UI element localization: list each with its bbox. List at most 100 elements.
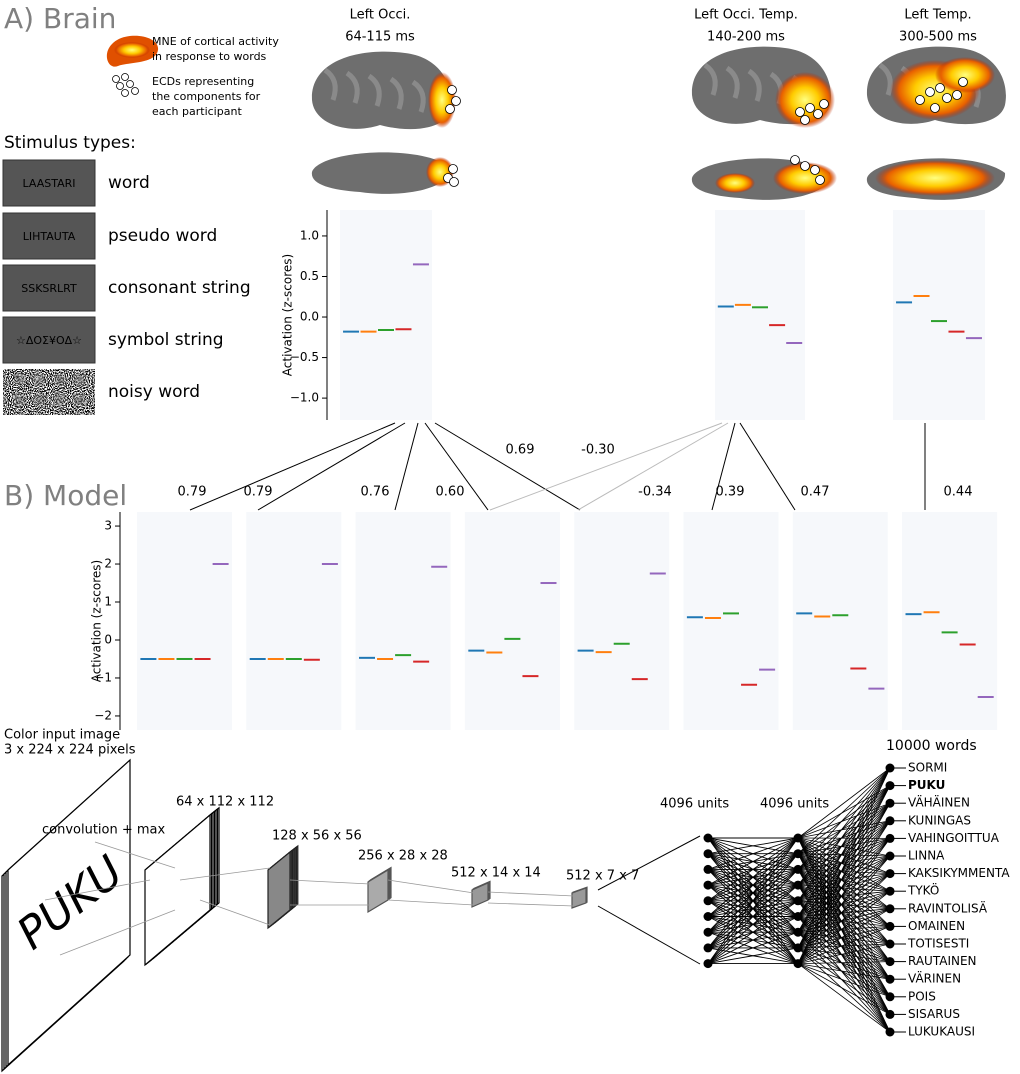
projection-line: [289, 879, 371, 885]
legend-label: pseudo word: [108, 226, 217, 246]
panel-background: [715, 210, 805, 420]
connection: [797, 785, 891, 855]
legend-label: symbol string: [108, 330, 224, 350]
unit: [703, 959, 713, 969]
word-label: VÄRINEN: [908, 971, 961, 986]
connection: [797, 853, 891, 892]
connection: [797, 890, 891, 933]
legend-line: each participant: [152, 105, 242, 118]
connection: [797, 802, 891, 949]
connection: [797, 873, 891, 902]
ecd-dot: [448, 164, 458, 174]
panel-background: [574, 512, 670, 730]
legend-line: in response to words: [152, 50, 267, 63]
connection: [797, 767, 891, 839]
layer-label: 4096 units: [660, 797, 729, 812]
connection: [707, 837, 799, 886]
y-axis-label: Activation (z-scores): [90, 560, 104, 682]
panel-background: [464, 512, 560, 730]
ecd-icon: [112, 73, 139, 97]
connection: [797, 963, 891, 1033]
y-tick-label: 0.0: [300, 310, 319, 324]
unit: [703, 912, 713, 921]
y-tick-label: 3: [104, 519, 112, 533]
output-unit: [885, 921, 895, 931]
projection-line: [199, 899, 271, 926]
connection: [797, 869, 891, 910]
connection: [797, 767, 891, 902]
connection: [797, 767, 891, 933]
gyrus: [389, 76, 404, 110]
layer-label: 64 x 112 x 112: [176, 795, 274, 810]
legend-line: MNE of cortical activity: [152, 35, 279, 48]
operation-label: convolution + max: [42, 823, 166, 838]
word-label: LINNA: [908, 849, 945, 863]
connection: [707, 837, 799, 964]
connection: [797, 853, 891, 874]
connection: [797, 767, 891, 949]
correlation-link: [257, 422, 406, 511]
unit: [703, 849, 713, 859]
section-title: A) Brain: [4, 2, 116, 35]
connection: [797, 947, 891, 1015]
projection-line: [179, 867, 271, 881]
connection: [797, 802, 891, 839]
chart-title: Left Occi.: [350, 8, 411, 23]
connection: [797, 838, 891, 933]
stimulus-title: Stimulus types:: [4, 133, 136, 153]
ecd-dot: [790, 155, 800, 165]
ecd-dot: [925, 87, 935, 97]
word-label: LUKUKAUSI: [908, 1025, 975, 1039]
gyrus: [747, 68, 762, 102]
projection-line: [597, 835, 701, 891]
activation-blob: [428, 72, 456, 128]
connection: [797, 908, 891, 964]
legend-line: ECDs representing: [152, 75, 254, 88]
input-label: 3 x 224 x 224 pixels: [4, 743, 136, 758]
output-unit: [885, 869, 895, 879]
correlation-label: 0.76: [361, 485, 390, 500]
unit: [703, 833, 713, 843]
chart-title: Left Occi. Temp.: [694, 8, 798, 23]
layer-label: 256 x 28 x 28: [358, 849, 448, 864]
connection: [797, 838, 891, 917]
connection: [797, 785, 891, 839]
panel-background: [340, 210, 432, 420]
connection: [797, 820, 891, 886]
stimulus-example: [2, 159, 96, 207]
connection: [707, 837, 799, 870]
connection: [797, 947, 891, 998]
layer-label: 512 x 14 x 14: [451, 866, 541, 881]
connection: [797, 838, 891, 964]
connection: [797, 873, 891, 964]
ecd-dot: [813, 109, 823, 119]
legend-line: the components for: [152, 90, 261, 103]
ecd-dot: [819, 99, 829, 109]
output-unit: [885, 939, 895, 949]
connection: [797, 855, 891, 870]
connection: [797, 820, 891, 949]
correlation-label: 0.60: [436, 485, 465, 500]
brain-ventral: [311, 152, 451, 194]
ecd-dot: [915, 95, 925, 105]
panel-background: [792, 512, 888, 730]
connection: [797, 908, 891, 917]
connection: [797, 820, 891, 839]
correlation-label: 0.47: [801, 485, 830, 500]
connection: [797, 853, 891, 910]
mne-icon: [106, 35, 159, 67]
projection-line: [59, 909, 176, 956]
correlation-link: [424, 422, 489, 511]
ecd-dot: [451, 96, 461, 106]
feature-map: [144, 813, 211, 967]
connection: [797, 943, 891, 964]
connection: [797, 926, 891, 949]
connection: [797, 873, 891, 949]
legend-text: MNE of cortical activity in response to w…: [152, 35, 279, 63]
unit: [793, 912, 803, 921]
word-label: POIS: [908, 989, 936, 1003]
connection: [797, 890, 891, 917]
connection: [797, 873, 891, 933]
connection: [707, 837, 799, 855]
word-label: TOTISESTI: [907, 937, 969, 951]
